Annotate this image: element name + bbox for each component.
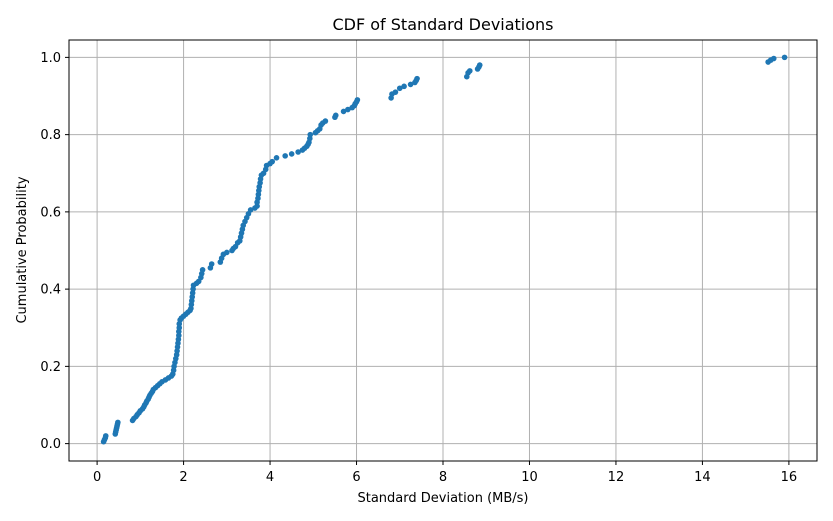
data-point	[176, 324, 183, 331]
data-point	[322, 118, 329, 124]
data-point	[269, 158, 276, 165]
data-point	[282, 153, 288, 159]
data-point	[102, 433, 109, 439]
data-point	[340, 108, 347, 115]
data-point	[396, 85, 403, 92]
data-point	[770, 55, 777, 62]
chart-title: CDF of Standard Deviations	[332, 15, 553, 34]
data-point	[224, 249, 230, 256]
x-tick-label: 8	[439, 470, 447, 485]
data-point	[254, 203, 260, 209]
data-points	[100, 54, 788, 445]
y-tick-label: 0.4	[40, 283, 61, 298]
x-axis-label: Standard Deviation (MB/s)	[357, 491, 528, 506]
data-point	[176, 332, 182, 339]
y-tick-label: 0.0	[40, 437, 61, 452]
data-point	[467, 68, 473, 74]
x-tick-label: 0	[93, 470, 101, 485]
x-tick-label: 12	[608, 470, 625, 485]
data-point	[247, 207, 254, 213]
grid-lines	[69, 40, 817, 461]
x-tick-label: 14	[694, 470, 711, 485]
data-point	[199, 267, 206, 273]
x-tick-label: 2	[179, 470, 187, 485]
data-point	[288, 151, 295, 157]
y-tick-label: 1.0	[40, 51, 61, 66]
data-point	[295, 149, 301, 155]
y-axis-ticks: 0.0 0.2 0.4 0.6 0.8 1.0	[40, 51, 69, 452]
data-point	[407, 81, 414, 88]
data-point	[345, 106, 351, 113]
data-point	[392, 89, 399, 95]
x-tick-label: 16	[781, 470, 798, 485]
y-tick-label: 0.8	[40, 128, 61, 143]
x-tick-label: 4	[266, 470, 274, 485]
y-tick-label: 0.6	[40, 205, 61, 220]
y-axis-label: Cumulative Probability	[15, 176, 30, 323]
x-tick-label: 10	[521, 470, 538, 485]
y-tick-label: 0.2	[40, 360, 61, 375]
data-point	[414, 75, 420, 82]
data-point	[208, 261, 215, 267]
data-point	[781, 54, 788, 61]
x-axis-ticks: 0 2 4 6 8 10 12 14 16	[93, 461, 797, 485]
x-tick-label: 6	[352, 470, 360, 485]
data-point	[401, 83, 407, 90]
data-point	[354, 97, 361, 103]
data-point	[307, 131, 314, 138]
data-point	[115, 419, 121, 426]
data-point	[476, 62, 483, 68]
data-point	[273, 155, 280, 161]
data-point	[332, 112, 339, 119]
